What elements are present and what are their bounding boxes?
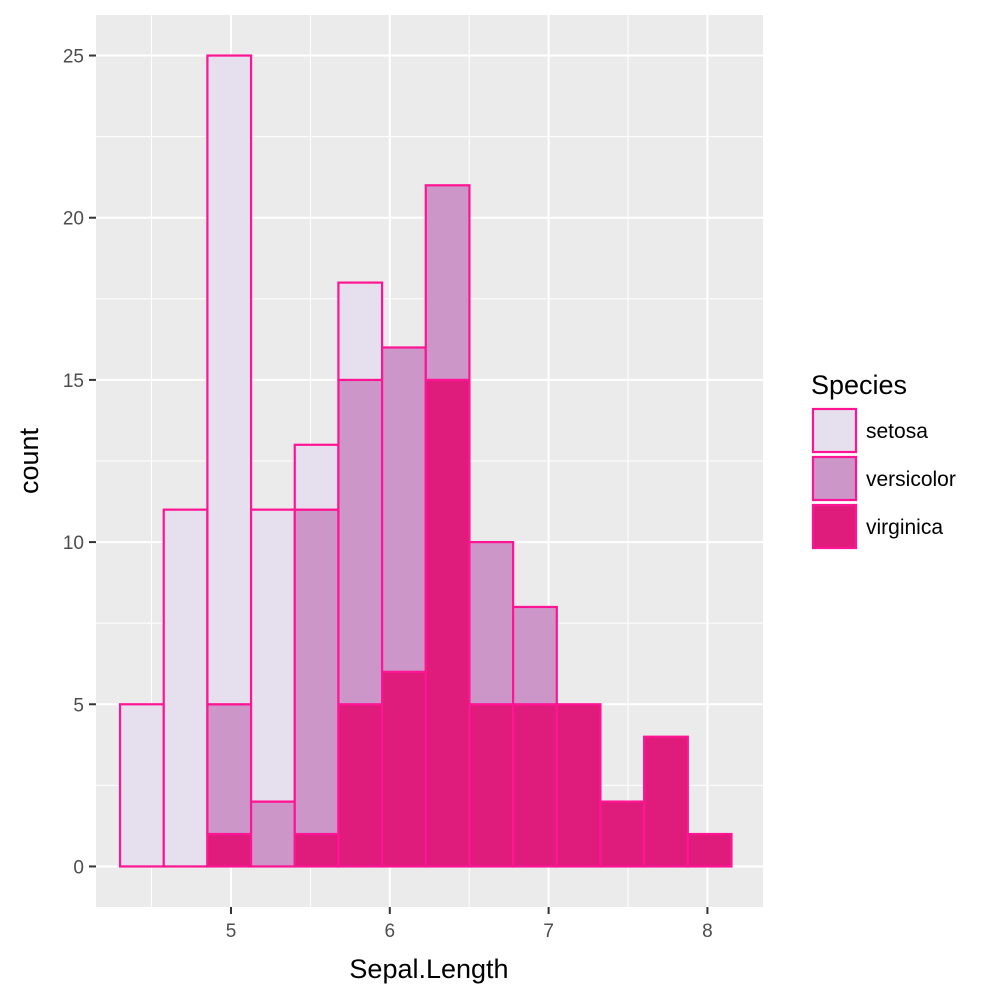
bar-versicolor	[249, 800, 296, 868]
x-axis: 5 6 7 8	[226, 907, 713, 942]
bar-versicolor	[293, 508, 340, 836]
legend-key-virginica	[811, 503, 858, 550]
x-tick-label: 6	[385, 921, 396, 942]
legend-key-setosa	[811, 407, 858, 454]
bar-versicolor	[468, 540, 515, 706]
x-tick-label: 5	[226, 921, 237, 942]
bar-virginica	[599, 800, 646, 868]
bar-virginica	[686, 832, 733, 868]
bar-virginica	[468, 703, 515, 868]
y-tick-label: 25	[63, 47, 84, 68]
y-tick-label: 20	[63, 209, 84, 230]
bar-versicolor	[424, 184, 471, 382]
bar-virginica	[293, 832, 340, 868]
y-axis-title: count	[14, 427, 44, 494]
bar-versicolor	[380, 346, 427, 673]
legend-key-versicolor	[811, 455, 858, 502]
legend-title: Species	[811, 370, 907, 400]
bar-virginica	[206, 832, 253, 868]
bar-versicolor	[337, 378, 384, 706]
bar-virginica	[512, 703, 558, 868]
legend-label-versicolor: versicolor	[866, 468, 956, 491]
bar-setosa	[162, 508, 209, 868]
bar-setosa	[293, 443, 340, 511]
bars	[118, 54, 733, 868]
y-tick-label: 5	[73, 695, 84, 716]
y-tick-label: 15	[63, 371, 84, 392]
x-axis-title: Sepal.Length	[349, 954, 508, 984]
bar-virginica	[380, 670, 427, 868]
legend: Species setosa versicolor virginica	[811, 370, 956, 550]
bar-virginica	[643, 735, 689, 868]
bar-virginica	[424, 378, 471, 868]
y-tick-label: 0	[73, 857, 84, 878]
bar-versicolor	[206, 703, 253, 836]
y-tick-label: 10	[63, 533, 84, 554]
bar-setosa	[206, 54, 253, 706]
bar-virginica	[337, 703, 384, 868]
bar-setosa	[118, 703, 165, 868]
y-axis: 0 5 10 15 20 25	[63, 47, 96, 878]
bar-setosa	[249, 508, 296, 803]
bar-versicolor	[512, 605, 558, 706]
x-tick-label: 7	[543, 921, 554, 942]
x-tick-label: 8	[702, 921, 713, 942]
legend-label-setosa: setosa	[866, 420, 928, 443]
legend-label-virginica: virginica	[866, 516, 943, 539]
bar-setosa	[337, 281, 384, 382]
bar-virginica	[555, 703, 602, 868]
